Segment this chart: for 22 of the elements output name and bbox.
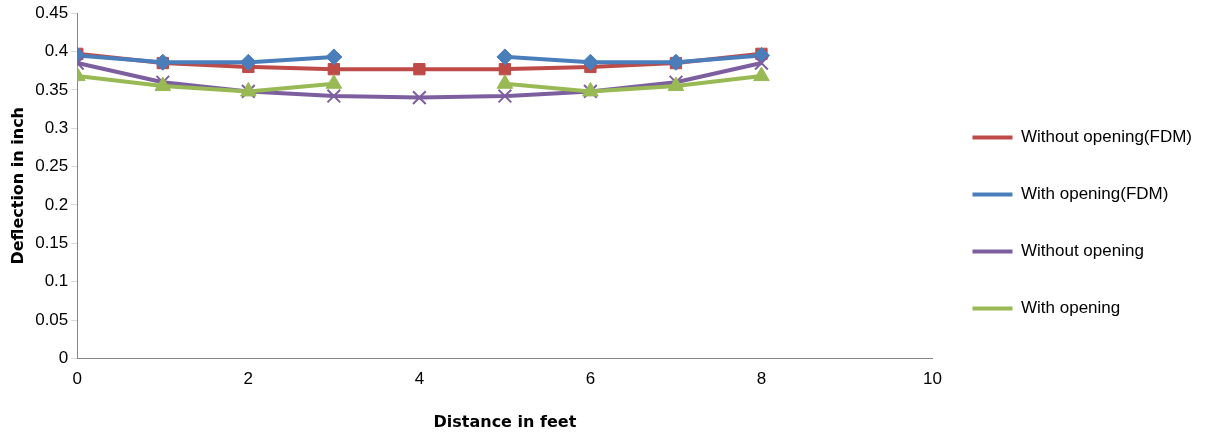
y-tick-label: 0 [58, 348, 69, 368]
x-tick-label: 10 [923, 369, 942, 389]
y-tick-label: 0.2 [44, 194, 69, 214]
y-tick-label: 0.3 [44, 117, 69, 137]
x-tick-label: 2 [243, 369, 254, 389]
y-tick-label: 0.05 [35, 309, 69, 329]
legend-label: With opening(FDM) [1021, 184, 1169, 204]
y-tick-label: 0.45 [35, 2, 69, 22]
x-tick-label: 6 [585, 369, 596, 389]
y-tick-label: 0.1 [44, 271, 69, 291]
y-tick-label: 0.35 [35, 79, 69, 99]
legend-label: Without opening [1021, 241, 1144, 261]
y-tick-label: 0.25 [35, 156, 69, 176]
y-axis-title: Deflection in inch [7, 107, 27, 265]
x-tick-label: 4 [414, 369, 425, 389]
x-tick-label: 0 [72, 369, 83, 389]
y-tick-label: 0.4 [44, 41, 69, 61]
x-axis-title: Distance in feet [433, 411, 577, 431]
x-tick-label: 8 [756, 369, 767, 389]
legend-label: With opening [1021, 298, 1121, 318]
legend-label: Without opening(FDM) [1021, 127, 1193, 147]
y-tick-label: 0.15 [35, 233, 69, 253]
